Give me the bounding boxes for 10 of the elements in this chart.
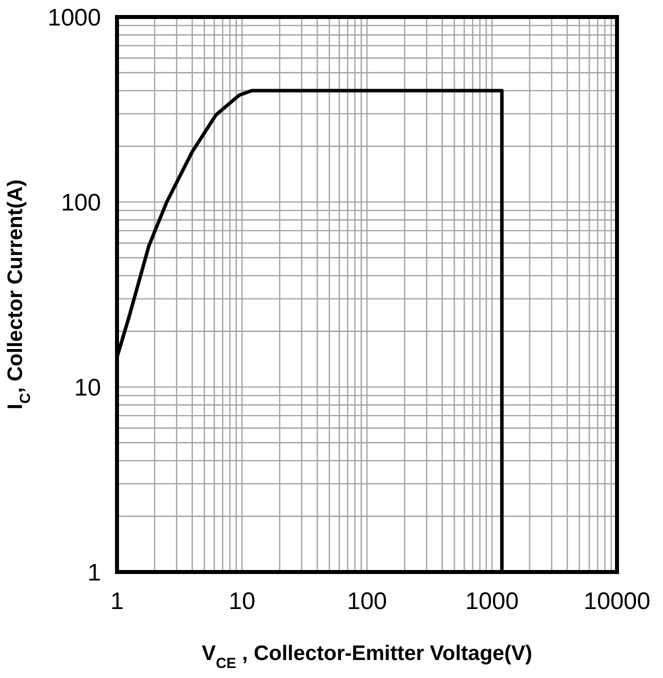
x-tick-label: 10000 xyxy=(584,588,650,616)
y-tick-label: 100 xyxy=(60,190,101,217)
y-tick-label: 1000 xyxy=(48,4,101,32)
y-tick-label: 1 xyxy=(88,560,101,587)
x-tick-label: 100 xyxy=(346,588,388,616)
x-tick-label: 10 xyxy=(228,588,256,616)
x-axis-title: V$_{CE}$ , Collector-Emitter Voltage(V) xyxy=(202,642,532,672)
x-tick-label: 1000 xyxy=(465,588,519,616)
y-tick-label: 10 xyxy=(74,374,101,402)
x-tick-label: 1 xyxy=(110,588,124,616)
